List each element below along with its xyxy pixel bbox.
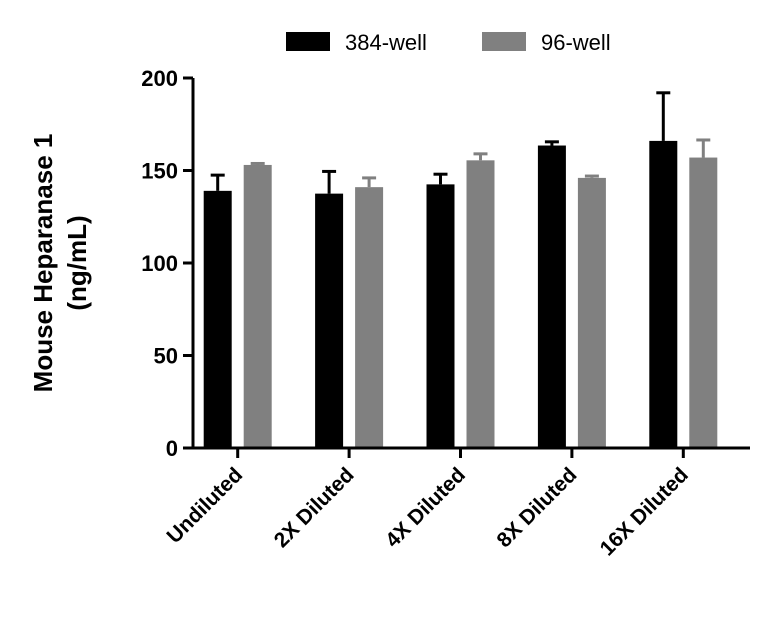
y-tick-label: 100 xyxy=(141,251,178,276)
x-axis: Undiluted 2X Diluted 4X Diluted 8X Diluted 1… xyxy=(163,446,750,560)
bar xyxy=(466,160,495,448)
bar xyxy=(315,193,344,448)
y-tick-label: 50 xyxy=(154,344,178,369)
bar xyxy=(577,177,606,448)
y-tick-label: 150 xyxy=(141,159,178,184)
bars xyxy=(203,91,718,449)
x-tick-label: 4X Diluted xyxy=(381,463,470,552)
legend-label: 384-well xyxy=(345,30,427,55)
y-tick-label: 200 xyxy=(141,66,178,91)
legend-swatch xyxy=(482,32,526,51)
bar xyxy=(203,190,232,448)
legend-label: 96-well xyxy=(541,30,611,55)
legend: 384-well 96-well xyxy=(286,30,611,55)
y-tick-label: 0 xyxy=(166,436,178,461)
bar xyxy=(689,157,718,449)
x-tick-label: 2X Diluted xyxy=(270,463,359,552)
bar xyxy=(355,187,384,448)
bar xyxy=(537,145,566,448)
x-tick-label: Undiluted xyxy=(163,463,248,548)
legend-swatch xyxy=(286,32,330,51)
bar xyxy=(649,140,678,448)
x-tick-label: 16X Diluted xyxy=(596,463,693,560)
y-axis-label: Mouse Heparanase 1 (ng/mL) xyxy=(28,134,92,393)
bar xyxy=(243,164,272,448)
bar xyxy=(426,184,455,448)
y-axis-label-line: (ng/mL) xyxy=(62,215,92,310)
y-axis-label-line: Mouse Heparanase 1 xyxy=(28,134,58,393)
x-tick-label: 8X Diluted xyxy=(493,463,582,552)
y-axis: 0 50 100 150 200 xyxy=(141,66,195,461)
